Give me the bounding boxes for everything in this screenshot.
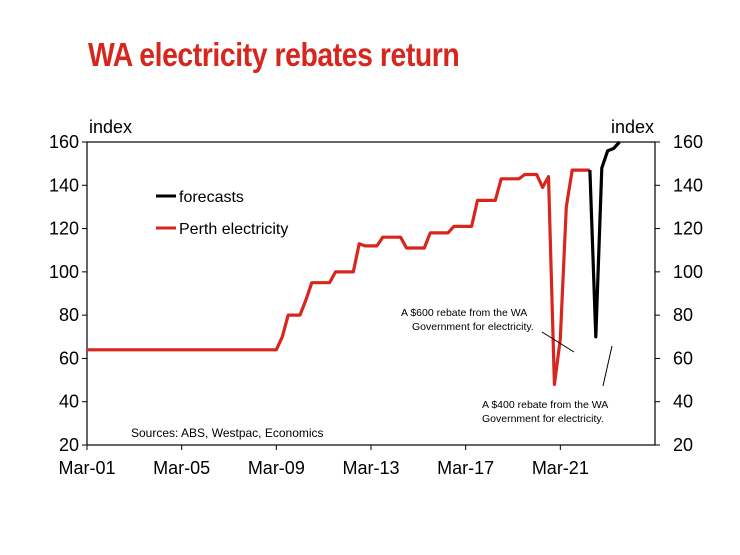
- y-tick-label-right: 120: [673, 219, 703, 239]
- y-tick-label-right: 40: [673, 392, 693, 412]
- y-tick-label-right: 160: [673, 132, 703, 152]
- y-tick-label-left: 80: [59, 305, 79, 325]
- legend-label-perth-electricity: Perth electricity: [179, 221, 288, 238]
- y-tick-label-left: 60: [59, 348, 79, 368]
- x-tick-label: Mar-01: [58, 458, 115, 478]
- y-tick-label-right: 100: [673, 262, 703, 282]
- right-axis-label: index: [611, 117, 654, 137]
- source-note: Sources: ABS, Westpac, Economics: [131, 426, 324, 440]
- y-tick-label-left: 20: [59, 435, 79, 455]
- chart-title: WA electricity rebates return: [88, 36, 460, 73]
- x-tick-label: Mar-05: [153, 458, 210, 478]
- annotation-400-line-2: Government for electricity.: [482, 413, 604, 425]
- annotation-600-leader: [541, 331, 575, 353]
- y-tick-label-right: 60: [673, 348, 693, 368]
- left-axis-label: index: [89, 117, 132, 137]
- annotation-600-line-1: A $600 rebate from the WA: [401, 307, 527, 319]
- y-tick-label-left: 40: [59, 392, 79, 412]
- x-tick-label: Mar-09: [248, 458, 305, 478]
- x-tick-label: Mar-17: [437, 458, 494, 478]
- annotation-400-line-1: A $400 rebate from the WA: [482, 399, 608, 411]
- y-tick-label-right: 140: [673, 175, 703, 195]
- y-tick-label-right: 20: [673, 435, 693, 455]
- y-tick-label-left: 160: [49, 132, 79, 152]
- x-tick-label: Mar-21: [532, 458, 589, 478]
- y-tick-label-left: 120: [49, 219, 79, 239]
- y-tick-label-right: 80: [673, 305, 693, 325]
- x-tick-label: Mar-13: [342, 458, 399, 478]
- annotation-600-line-2: Government for electricity.: [412, 321, 534, 333]
- series-line-perth-electricity: [87, 168, 590, 386]
- y-tick-label-left: 140: [49, 175, 79, 195]
- y-tick-label-left: 100: [49, 262, 79, 282]
- legend-label-forecasts: forecasts: [179, 189, 244, 206]
- annotation-400-leader: [602, 345, 613, 387]
- series-line-forecasts: [588, 140, 621, 339]
